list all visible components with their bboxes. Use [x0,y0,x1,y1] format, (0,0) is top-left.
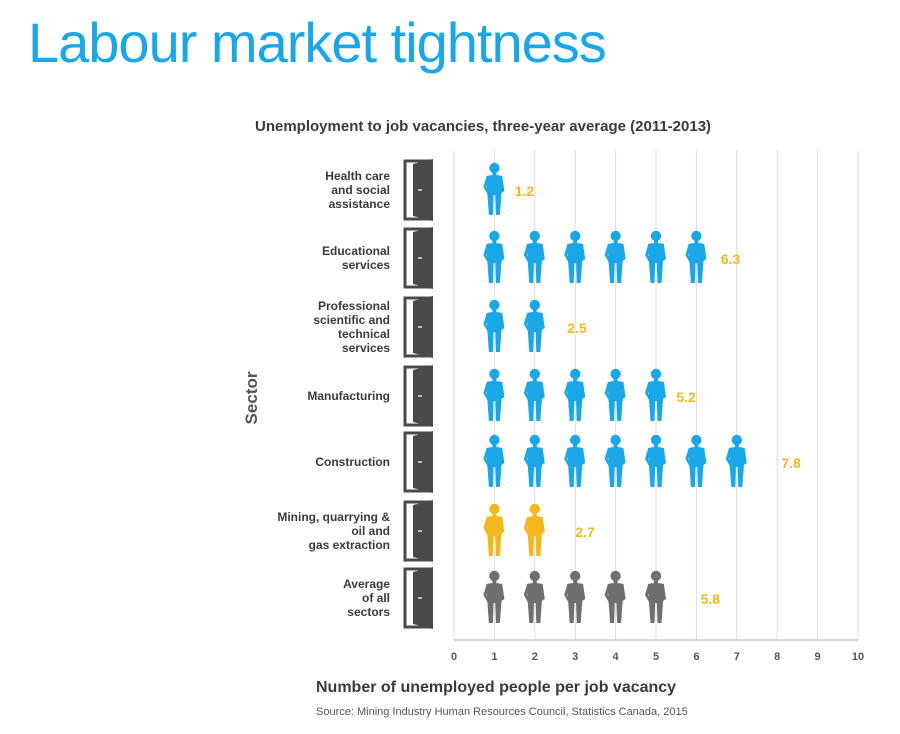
person-icon [523,230,545,283]
data-label: 2.5 [567,320,587,336]
data-label: 7.8 [781,455,801,471]
person-icon [604,570,626,623]
person-icon [645,368,666,421]
x-tick-label: 4 [613,651,620,663]
sector-label: Average [343,577,390,591]
data-label: 5.8 [701,591,721,607]
person-icon [564,230,586,283]
person-icon [685,434,707,487]
sector-label: assistance [329,197,391,211]
sector-label: Mining, quarrying & [277,510,390,524]
person-icon [523,299,545,352]
person-icon [685,230,707,283]
sector-label: and social [331,183,390,197]
person-icon [483,434,505,487]
slide-title: Labour market tightness [28,11,607,74]
person-icon [564,368,586,421]
person-icon [645,570,666,623]
data-label: 1.2 [515,183,535,199]
door-icon [403,567,433,629]
door-icon [403,431,433,493]
person-icon [483,570,505,623]
person-icon [645,230,666,283]
person-icon [564,434,586,487]
x-tick-label: 0 [451,651,457,663]
x-tick-label: 7 [734,651,740,663]
data-label: 2.7 [575,524,595,540]
sector-label: technical [338,327,390,341]
sector-label: scientific and [313,313,390,327]
person-icon [523,503,545,556]
door-icon [403,296,433,358]
person-icon [483,299,505,352]
door-icon [403,365,433,427]
x-tick-label: 6 [693,651,699,663]
sector-label: Manufacturing [307,389,390,403]
sector-label: services [342,341,390,355]
sector-label: sectors [347,605,390,619]
chart-title: Unemployment to job vacancies, three-yea… [255,118,712,135]
x-tick-label: 9 [815,651,821,663]
x-tick-label: 10 [852,651,864,663]
sector-label: oil and [351,524,390,538]
sector-label: gas extraction [309,538,390,552]
person-icon [483,503,505,556]
sector-label: services [342,258,390,272]
x-tick-label: 3 [572,651,578,663]
sector-label: of all [362,591,390,605]
person-icon [645,434,666,487]
sector-label: Professional [318,299,390,313]
person-icon [725,434,747,487]
sector-label: Health care [325,169,390,183]
source-note: Source: Mining Industry Human Resources … [316,706,688,718]
person-icon [604,230,626,283]
data-label: 6.3 [721,251,741,267]
door-icon [403,159,433,221]
person-icon [604,368,626,421]
sector-label: Educational [322,244,390,258]
x-tick-label: 8 [774,651,780,663]
person-icon [483,162,505,215]
door-icon [403,227,433,289]
x-tick-label: 5 [653,651,659,663]
person-icon [523,570,545,623]
door-icon [403,500,433,562]
y-axis-title: Sector [242,371,261,424]
x-tick-label: 1 [491,651,497,663]
person-icon [483,230,505,283]
person-icon [523,368,545,421]
sector-label: Construction [315,455,390,469]
x-axis-title: Number of unemployed people per job vaca… [316,679,677,696]
x-tick-label: 2 [532,651,538,663]
person-icon [564,570,586,623]
person-icon [483,368,505,421]
data-label: 5.2 [676,389,696,405]
person-icon [604,434,626,487]
person-icon [523,434,545,487]
